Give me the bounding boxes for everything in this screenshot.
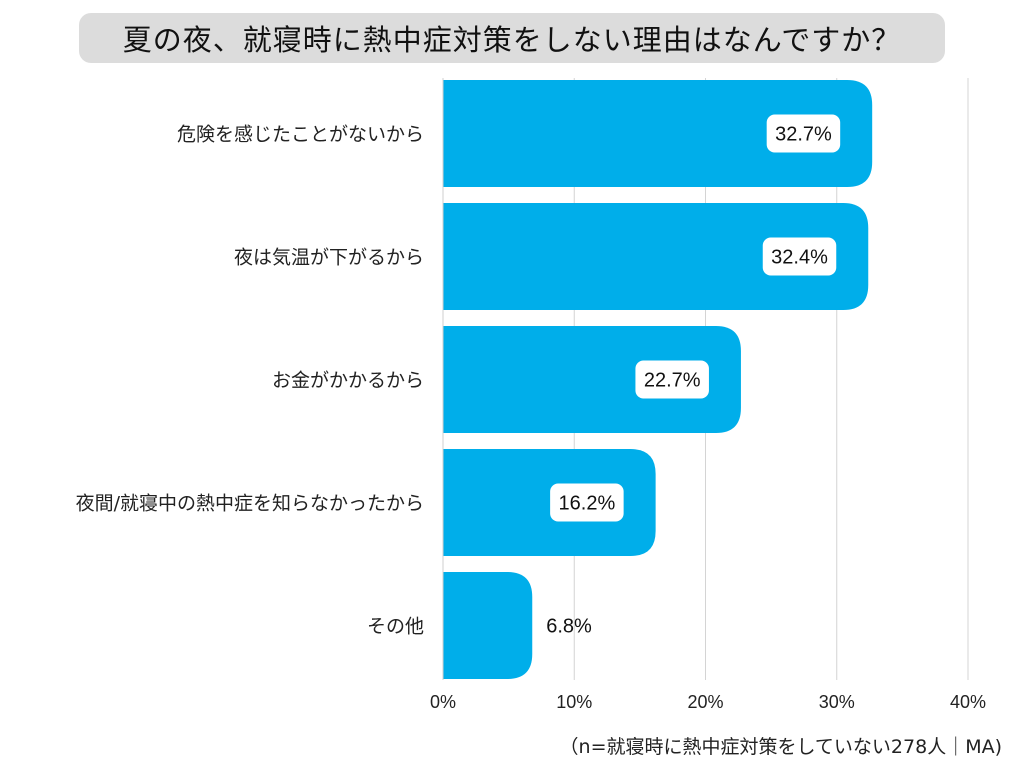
category-label: その他: [367, 616, 424, 638]
data-label: 32.7%: [775, 124, 832, 146]
sample-note: （n=就寝時に熱中症対策をしていない278人｜MA): [559, 736, 1002, 758]
chart-title: 夏の夜、就寝時に熱中症対策をしない理由はなんですか？: [122, 23, 902, 57]
x-tick-label: 20%: [687, 692, 723, 712]
data-label: 22.7%: [644, 370, 701, 392]
bar: [443, 326, 741, 433]
value-label-box: [635, 360, 709, 399]
bar: [443, 80, 873, 187]
data-label: 6.8%: [546, 616, 592, 638]
chart-title-banner: 夏の夜、就寝時に熱中症対策をしない理由はなんですか？: [79, 13, 945, 63]
value-label-box: [766, 114, 841, 153]
data-label: 16.2%: [559, 493, 616, 515]
x-tick-label: 0%: [430, 692, 456, 712]
data-label: 32.4%: [771, 247, 828, 269]
category-label: お金がかかるから: [272, 370, 424, 392]
x-tick-label: 30%: [819, 692, 855, 712]
bar: [443, 572, 533, 679]
x-tick-label: 40%: [950, 692, 986, 712]
x-tick-label: 10%: [556, 692, 592, 712]
value-label-box: [762, 237, 837, 276]
category-label: 夜間/就寝中の熱中症を知らなかったから: [76, 493, 424, 515]
category-label: 夜は気温が下がるから: [234, 247, 424, 269]
value-label-box: [550, 483, 624, 522]
category-label: 危険を感じたことがないから: [177, 124, 424, 146]
bar: [443, 449, 656, 556]
bar: [443, 203, 869, 310]
